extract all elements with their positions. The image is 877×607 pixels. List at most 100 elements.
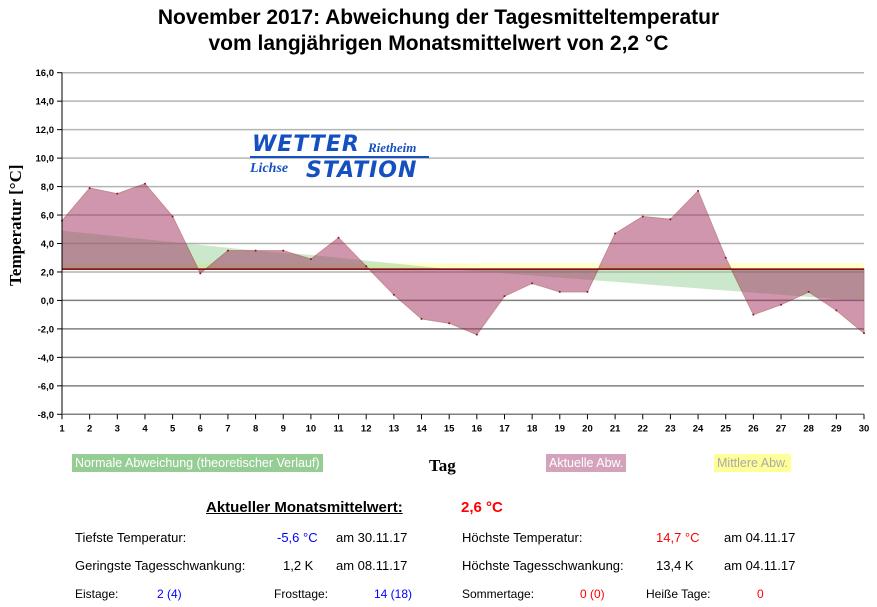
y-tick-label: -8,0: [38, 410, 54, 421]
x-tick-label: 1: [59, 423, 65, 434]
x-tick-label: 11: [334, 423, 345, 434]
y-tick-label: 6,0: [41, 211, 54, 222]
data-point: [116, 192, 119, 195]
x-tick-label: 19: [555, 423, 566, 434]
x-tick-label: 23: [665, 423, 676, 434]
x-axis-label: Tag: [429, 456, 456, 475]
chart-plot: 16,0 14,0 12,0 10,0 8,0 6,0 4,0 2,0 0,0 -2,0 -4,0 -…: [36, 68, 870, 434]
data-point: [503, 295, 506, 298]
data-point: [835, 309, 838, 312]
x-tick-label: 6: [198, 423, 203, 434]
min-range-value: 1,2 K: [283, 558, 314, 573]
data-point: [531, 282, 534, 285]
data-point: [697, 189, 700, 192]
data-point: [558, 290, 561, 293]
x-tick-label: 18: [527, 423, 538, 434]
data-point: [337, 236, 340, 239]
max-range-value: 13,4 K: [656, 558, 694, 573]
data-point: [282, 249, 285, 252]
x-tick-label: 10: [306, 423, 317, 434]
logo-lichse: Lichse: [250, 161, 289, 176]
x-tick-label: 5: [170, 423, 176, 434]
data-point: [863, 332, 865, 335]
x-tick-label: 24: [693, 423, 704, 434]
x-tick-label: 20: [582, 423, 593, 434]
data-point: [420, 317, 423, 320]
chart-title-line1: November 2017: Abweichung der Tagesmitte…: [157, 6, 720, 29]
min-temp-value: -5,6 °C: [277, 530, 318, 545]
y-tick-label: 14,0: [36, 97, 55, 108]
logo-wetter: WETTER: [252, 132, 360, 157]
frost-days-value: 14 (18): [374, 587, 413, 601]
max-temp-value: 14,7 °C: [656, 530, 700, 545]
min-range-label: Geringste Tagesschwankung:: [75, 558, 246, 573]
x-tick-label: 15: [444, 423, 455, 434]
logo-divider: [250, 156, 429, 158]
min-temp-label: Tiefste Temperatur:: [75, 530, 187, 545]
data-point: [475, 333, 478, 336]
logo-rietheim: Rietheim: [368, 140, 417, 155]
actual-deviation-area: [61, 183, 865, 336]
y-tick-label: -6,0: [38, 381, 54, 392]
hot-days-label: Heiße Tage:: [646, 587, 711, 601]
data-point: [199, 272, 202, 275]
x-tick-label: 3: [115, 423, 120, 434]
max-range-label: Höchste Tagesschwankung:: [462, 558, 624, 573]
data-point: [807, 290, 810, 293]
y-tick-label: -4,0: [38, 353, 54, 364]
x-tick-label: 21: [610, 423, 621, 434]
legend-mean: Mittlere Abw.: [714, 454, 791, 472]
max-range-date: am 04.11.17: [724, 558, 796, 573]
min-range-date: am 08.11.17: [336, 558, 408, 573]
x-tick-label: 8: [253, 423, 258, 434]
x-tick-label: 9: [281, 423, 286, 434]
x-tick-label: 16: [472, 423, 483, 434]
data-point: [614, 232, 617, 235]
data-point: [780, 303, 783, 306]
data-point: [724, 256, 727, 259]
chart-title-line2: vom langjährigen Monatsmittelwert von 2,…: [208, 32, 669, 55]
data-point: [254, 249, 257, 252]
x-tick-label: 2: [87, 423, 92, 434]
x-tick-label: 25: [720, 423, 731, 434]
y-tick-label: 12,0: [36, 125, 55, 136]
y-tick-label: 2,0: [41, 267, 54, 278]
y-tick-label: 4,0: [41, 239, 54, 250]
frost-days-label: Frosttage:: [274, 587, 329, 601]
max-temp-date: am 04.11.17: [724, 530, 796, 545]
data-point: [143, 182, 146, 185]
data-point: [448, 322, 451, 325]
max-temp-label: Höchste Temperatur:: [462, 530, 583, 545]
x-tick-label: 7: [225, 423, 230, 434]
ice-days-value: 2 (4): [157, 587, 182, 601]
min-temp-date: am 30.11.17: [336, 530, 408, 545]
x-tick-label: 12: [361, 423, 372, 434]
monthly-mean-value: 2,6 °C: [461, 499, 503, 516]
data-point: [365, 265, 368, 268]
x-tick-label: 30: [859, 423, 870, 434]
logo-station: STATION: [306, 158, 418, 183]
station-logo: WETTER Rietheim Lichse STATION: [250, 132, 430, 184]
y-tick-label: 8,0: [41, 182, 54, 193]
data-point: [88, 186, 91, 189]
x-tick-label: 4: [142, 423, 148, 434]
legend-normal: Normale Abweichung (theoretischer Verlau…: [72, 454, 323, 472]
x-tick-label: 29: [831, 423, 842, 434]
x-tick-label: 17: [499, 423, 510, 434]
summer-days-value: 0 (0): [580, 587, 605, 601]
data-point: [309, 258, 312, 261]
summer-days-label: Sommertage:: [462, 587, 535, 601]
y-tick-label: 0,0: [41, 296, 54, 307]
data-point: [226, 249, 229, 252]
y-tick-label: 16,0: [36, 68, 55, 79]
data-point: [669, 218, 672, 221]
ice-days-label: Eistage:: [75, 587, 119, 601]
data-point: [586, 290, 589, 293]
y-tick-label: 10,0: [36, 154, 55, 165]
data-point: [641, 215, 644, 218]
data-point: [392, 293, 395, 296]
x-tick-label: 27: [776, 423, 787, 434]
legend-actual: Aktuelle Abw.: [546, 454, 627, 472]
normal-deviation-area: [62, 230, 864, 301]
x-tick-label: 13: [389, 423, 400, 434]
